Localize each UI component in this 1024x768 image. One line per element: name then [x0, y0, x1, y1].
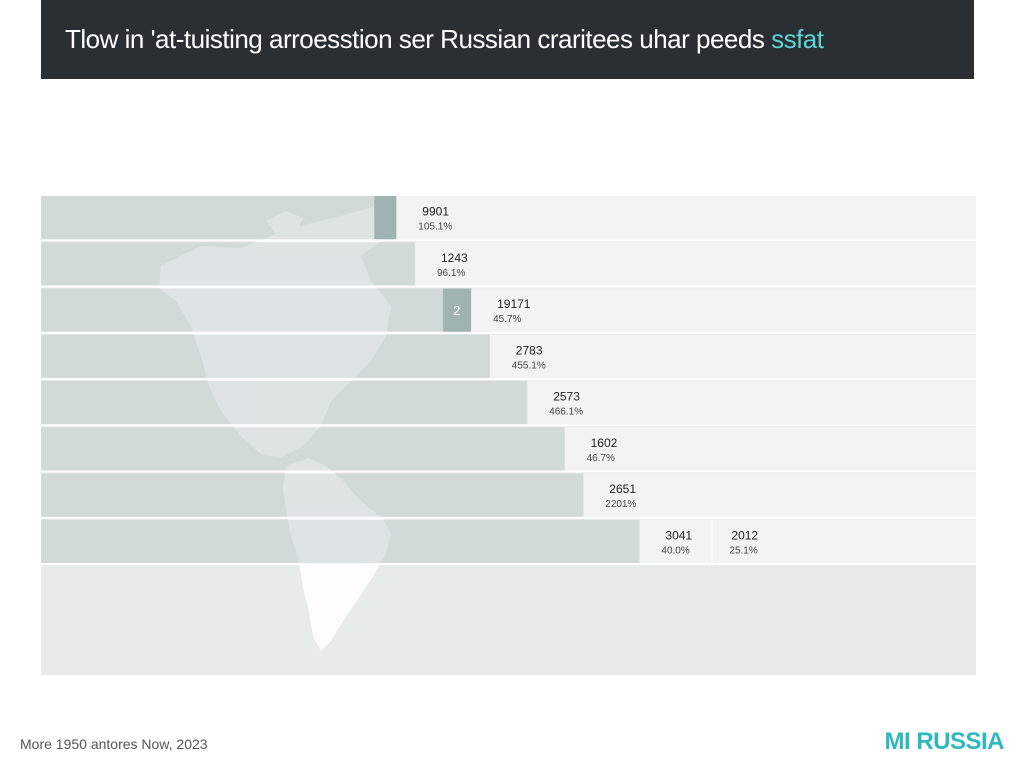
brand-logo: MI RUSSIA [884, 728, 1004, 755]
bar [41, 519, 640, 563]
row-separator [41, 424, 976, 427]
bar [41, 242, 415, 286]
row-separator [41, 331, 976, 334]
row-separator [41, 516, 976, 519]
row-separator [41, 563, 976, 565]
row-background [639, 519, 976, 563]
bar-percent-label: 455.1% [512, 360, 546, 371]
bar [41, 381, 528, 425]
bar-value-label: 1602 [591, 436, 618, 450]
bar-percent-label: 45.7% [493, 314, 521, 325]
bar-value-label: 2651 [609, 482, 636, 496]
bar-percent-label: 40.0% [661, 545, 689, 556]
row-badge-label: 2 [453, 303, 460, 318]
row-background [583, 473, 976, 517]
bar-value-label: 3041 [665, 528, 692, 542]
bar [41, 288, 472, 332]
bar-labels: 9901 105.1% 1243 96.1% 19171 45.7% 2 2783 455.1%… [418, 205, 758, 557]
bar-rows [41, 196, 976, 565]
chart-svg: 9901 105.1% 1243 96.1% 19171 45.7% 2 2783 455.1%… [41, 196, 976, 651]
first-row-accent [374, 196, 397, 240]
bar-percent-label: 2201% [605, 499, 636, 510]
row-separator [41, 285, 976, 288]
bar-marks [41, 196, 640, 563]
chart-title-accent: ssfat [771, 24, 824, 54]
bar [41, 473, 584, 517]
bar-value-label: 19171 [497, 297, 531, 311]
row-separator [41, 239, 976, 242]
bar-value-label: 2573 [553, 390, 580, 404]
chart-title-text: Tlow in 'at-tuisting arroesstion ser Rus… [65, 24, 772, 54]
bar [41, 334, 490, 378]
bar-value-label: 9901 [422, 205, 449, 219]
bar-percent-label: 46.7% [587, 453, 615, 464]
row-badge [443, 288, 472, 332]
row-separator [41, 378, 976, 380]
chart-title-bar: Tlow in 'at-tuisting arroesstion ser Rus… [41, 0, 974, 79]
bar-value-label: 1243 [441, 251, 468, 265]
bar-value-label: 2783 [516, 343, 543, 357]
bar-value-label-secondary: 2012 [731, 528, 758, 542]
bar-percent-label-secondary: 25.1% [729, 545, 757, 556]
row-background [396, 196, 976, 240]
chart-title: Tlow in 'at-tuisting arroesstion ser Rus… [41, 24, 824, 55]
row-background [489, 334, 976, 378]
row-background [471, 288, 976, 332]
bar-percent-label: 466.1% [549, 407, 583, 418]
bar-percent-label: 105.1% [418, 222, 452, 233]
chart-area: 9901 105.1% 1243 96.1% 19171 45.7% 2 2783 455.1%… [41, 196, 976, 675]
cell-divider [711, 519, 713, 563]
bar-percent-label: 96.1% [437, 268, 465, 279]
bar [41, 196, 397, 240]
row-background [564, 427, 976, 471]
bar [41, 427, 565, 471]
row-separator [41, 470, 976, 473]
row-background [415, 242, 976, 286]
source-note: More 1950 antores Now, 2023 [20, 736, 208, 752]
row-background [527, 381, 976, 425]
